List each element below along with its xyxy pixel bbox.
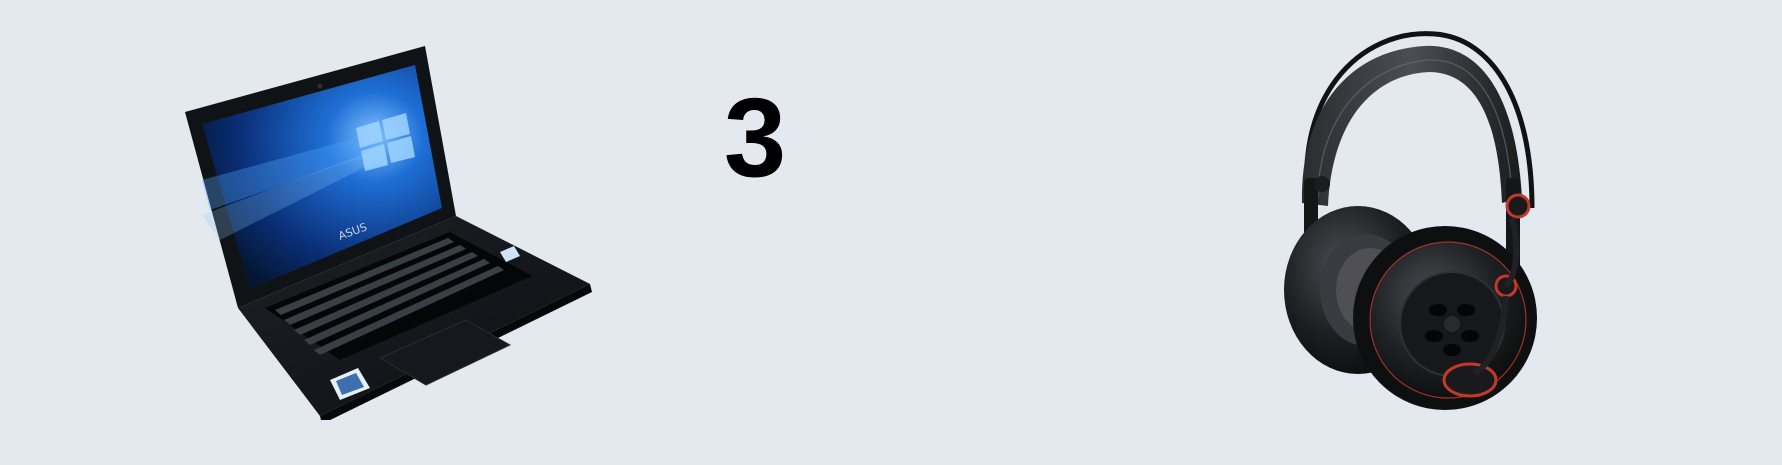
count-number: 3: [723, 75, 787, 200]
headphones-icon: [1284, 31, 1537, 410]
laptop-icon: ASUS: [185, 46, 592, 420]
